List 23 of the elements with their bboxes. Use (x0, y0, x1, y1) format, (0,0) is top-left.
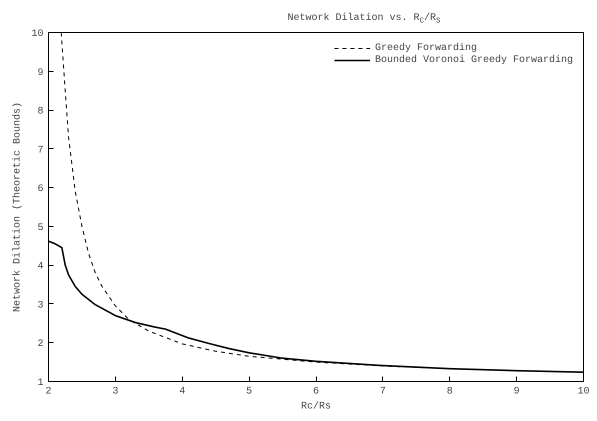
y-tick-label: 8 (38, 106, 44, 118)
legend-label: Greedy Forwarding (374, 42, 477, 54)
x-tick-label: 5 (246, 386, 252, 398)
x-tick-label: 6 (313, 386, 320, 398)
y-tick-label: 9 (38, 68, 44, 79)
y-tick-label: 7 (38, 145, 44, 156)
y-tick-label: 6 (38, 184, 44, 196)
legend-label: Bounded Voronoi Greedy Forwarding (374, 54, 573, 66)
x-tick-label: 10 (578, 386, 590, 398)
x-axis-title: Rc/Rs (301, 400, 332, 412)
y-tick-label: 10 (32, 29, 44, 40)
x-tick-label: 3 (112, 386, 118, 398)
y-tick-label: 4 (38, 262, 44, 273)
y-tick-label: 5 (38, 222, 44, 234)
y-tick-label: 2 (38, 339, 44, 350)
x-tick-label: 2 (46, 386, 52, 398)
y-tick-label: 1 (38, 378, 44, 389)
x-tick-label: 4 (179, 386, 186, 398)
x-tick-label: 8 (446, 386, 453, 398)
x-tick-label: 7 (380, 386, 386, 398)
y-axis-title: Network Dilation (Theoretic Bounds) (12, 102, 24, 312)
y-tick-label: 3 (38, 300, 44, 312)
x-tick-label: 9 (514, 386, 520, 398)
